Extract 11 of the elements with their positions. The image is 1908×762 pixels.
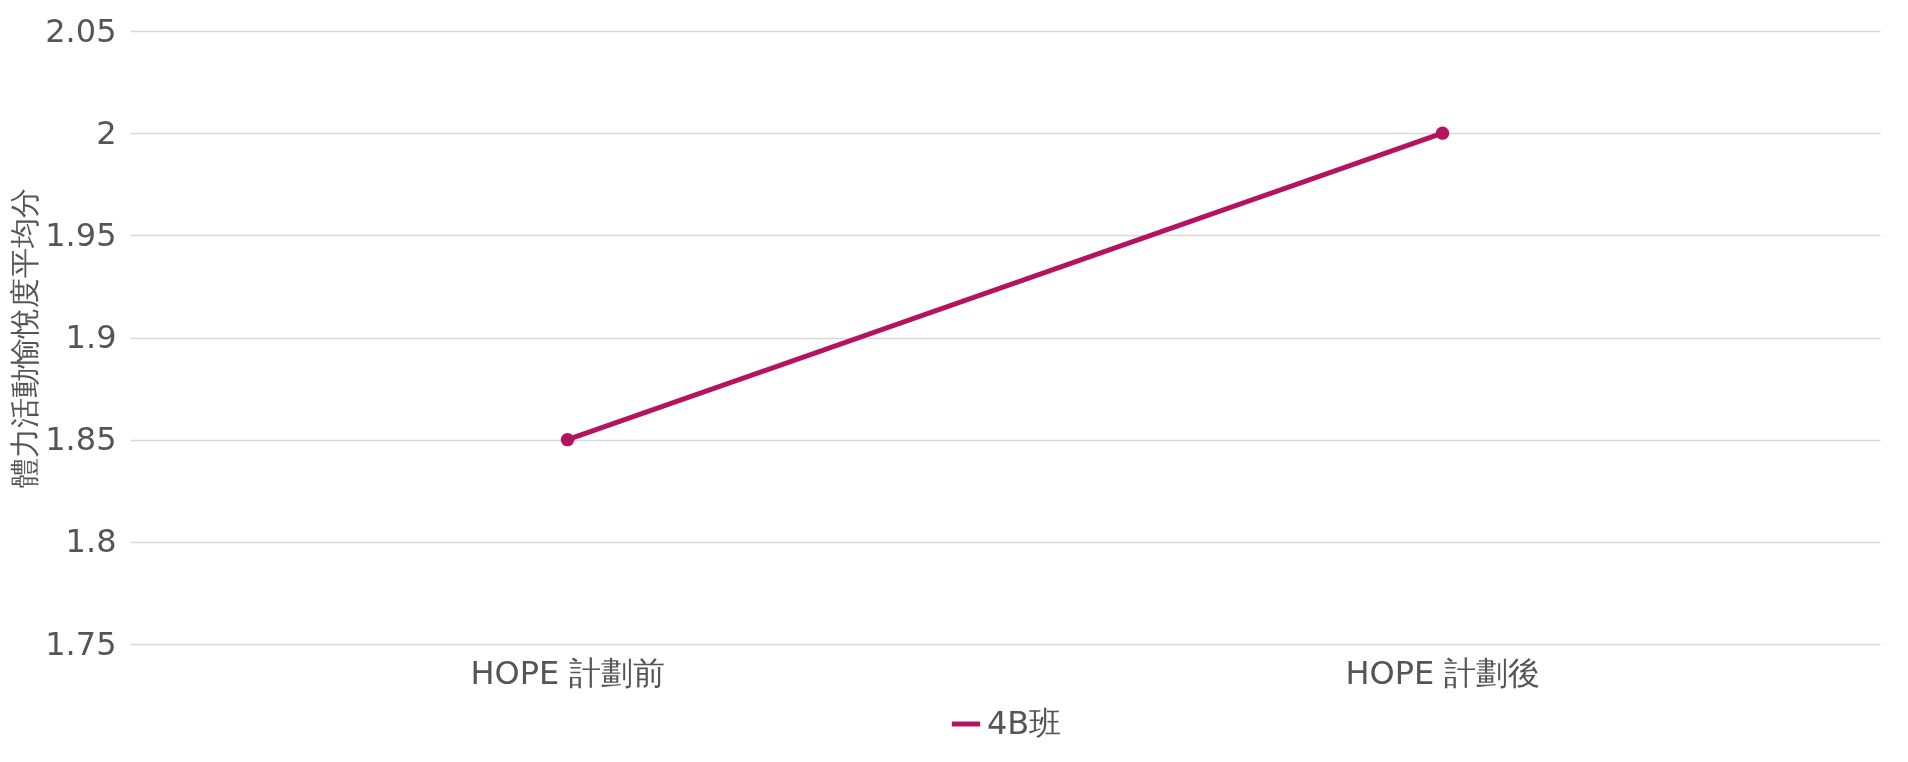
y-axis-title: 體力活動愉悅度平均分 <box>7 188 43 488</box>
x-tick-label: HOPE 計劃前 <box>470 653 666 692</box>
y-tick-label: 2.05 <box>45 11 117 50</box>
legend-label: 4B班 <box>987 704 1062 742</box>
x-tick-label: HOPE 計劃後 <box>1345 653 1541 692</box>
y-tick-label: 1.9 <box>65 318 117 356</box>
y-tick-label: 1.95 <box>45 215 117 254</box>
y-tick-label: 1.75 <box>45 624 117 663</box>
y-tick-label: 2 <box>96 113 117 152</box>
y-tick-label: 1.8 <box>65 522 117 561</box>
y-tick-label: 1.85 <box>45 420 117 459</box>
